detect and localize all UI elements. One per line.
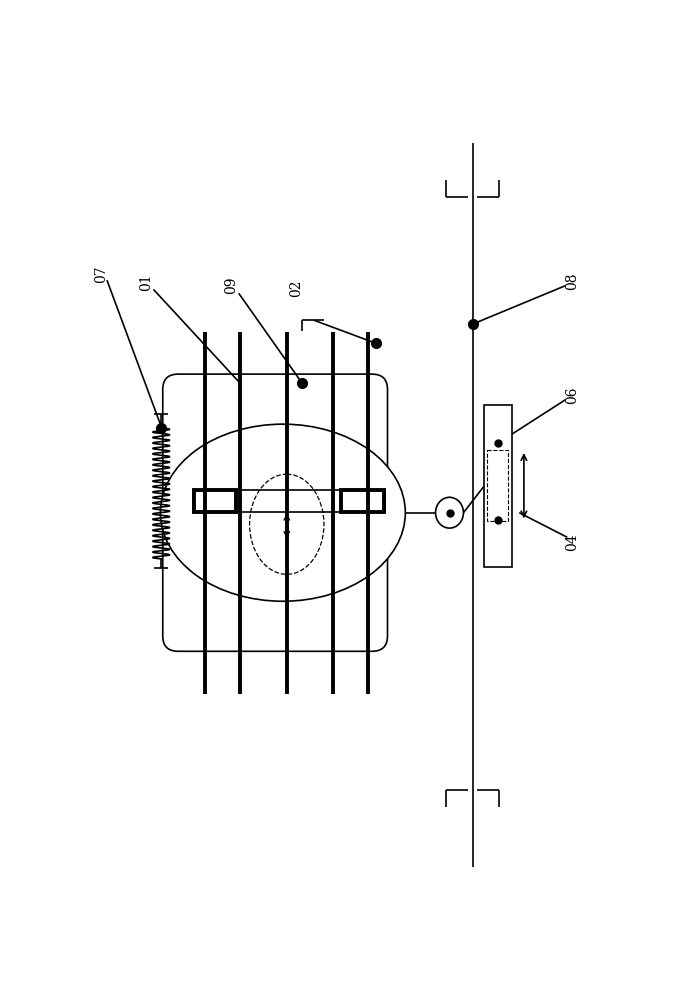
- Ellipse shape: [160, 424, 405, 601]
- Text: 04: 04: [565, 533, 579, 551]
- Text: 07: 07: [93, 265, 108, 283]
- Text: 08: 08: [565, 273, 579, 290]
- Text: 06: 06: [565, 387, 579, 404]
- FancyBboxPatch shape: [163, 374, 387, 651]
- Text: 09: 09: [224, 277, 238, 294]
- Bar: [194, 490, 237, 512]
- Bar: [488, 450, 508, 521]
- Ellipse shape: [436, 497, 464, 528]
- Text: 01: 01: [138, 273, 153, 291]
- Bar: [484, 405, 512, 567]
- Text: 02: 02: [289, 279, 303, 297]
- Bar: [341, 490, 384, 512]
